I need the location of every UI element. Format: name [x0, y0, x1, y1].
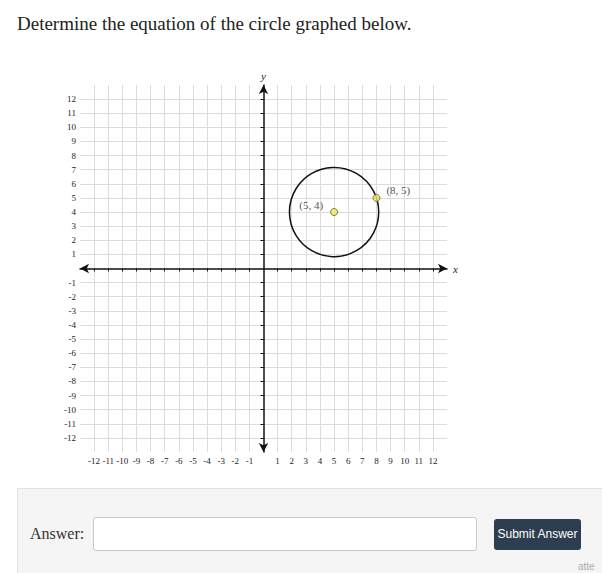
html-text:Determine the equation of the: Determine the equation of the circle gra…: [17, 13, 412, 34]
svg-text:7: 7: [360, 456, 365, 466]
svg-text:11: 11: [67, 108, 76, 118]
svg-text:-11: -11: [102, 456, 114, 466]
svg-text:-4: -4: [69, 320, 77, 330]
svg-text:9: 9: [388, 456, 393, 466]
html-text:Answer:: Answer:: [30, 525, 85, 542]
svg-text:-2: -2: [232, 456, 240, 466]
html-text:atte: atte: [578, 561, 595, 572]
svg-text:12: 12: [428, 456, 437, 466]
svg-text:-12: -12: [88, 456, 100, 466]
svg-text:1: 1: [275, 456, 280, 466]
svg-text:8: 8: [72, 151, 77, 161]
svg-text:-5: -5: [189, 456, 197, 466]
svg-text:5: 5: [72, 193, 77, 203]
svg-text:3: 3: [72, 221, 77, 231]
svg-text:-9: -9: [69, 391, 77, 401]
svg-text:-5: -5: [69, 334, 77, 344]
svg-text:4: 4: [318, 456, 323, 466]
svg-text:7: 7: [72, 165, 77, 175]
svg-text:10: 10: [67, 122, 77, 132]
html-text:Submit Answer: Submit Answer: [497, 527, 578, 541]
svg-text:-10: -10: [116, 456, 128, 466]
svg-text:1: 1: [72, 249, 77, 259]
svg-text:-8: -8: [147, 456, 155, 466]
svg-text:11: 11: [414, 456, 423, 466]
svg-text:-4: -4: [203, 456, 211, 466]
svg-text:(5, 4): (5, 4): [299, 199, 323, 212]
svg-text:y: y: [260, 70, 266, 82]
svg-text:3: 3: [304, 456, 309, 466]
svg-text:-1: -1: [69, 278, 77, 288]
svg-text:-11: -11: [64, 419, 76, 429]
svg-text:10: 10: [400, 456, 410, 466]
svg-text:-6: -6: [175, 456, 183, 466]
svg-text:5: 5: [332, 456, 337, 466]
svg-text:9: 9: [72, 136, 77, 146]
svg-text:x: x: [452, 263, 458, 275]
svg-text:-10: -10: [64, 405, 76, 415]
svg-text:-3: -3: [217, 456, 225, 466]
svg-text:12: 12: [67, 94, 76, 104]
svg-text:4: 4: [72, 207, 77, 217]
svg-text:8: 8: [374, 456, 379, 466]
svg-text:6: 6: [346, 456, 351, 466]
svg-text:-9: -9: [133, 456, 141, 466]
svg-text:-1: -1: [246, 456, 254, 466]
svg-text:-8: -8: [69, 376, 77, 386]
svg-text:-6: -6: [69, 348, 77, 358]
svg-text:-7: -7: [161, 456, 169, 466]
svg-text:-3: -3: [69, 306, 77, 316]
svg-text:(8, 5): (8, 5): [386, 184, 410, 197]
svg-text:6: 6: [72, 179, 77, 189]
svg-text:-7: -7: [69, 362, 77, 372]
svg-text:2: 2: [289, 456, 294, 466]
svg-text:2: 2: [72, 235, 77, 245]
svg-text:-12: -12: [64, 433, 76, 443]
svg-text:-2: -2: [69, 292, 77, 302]
